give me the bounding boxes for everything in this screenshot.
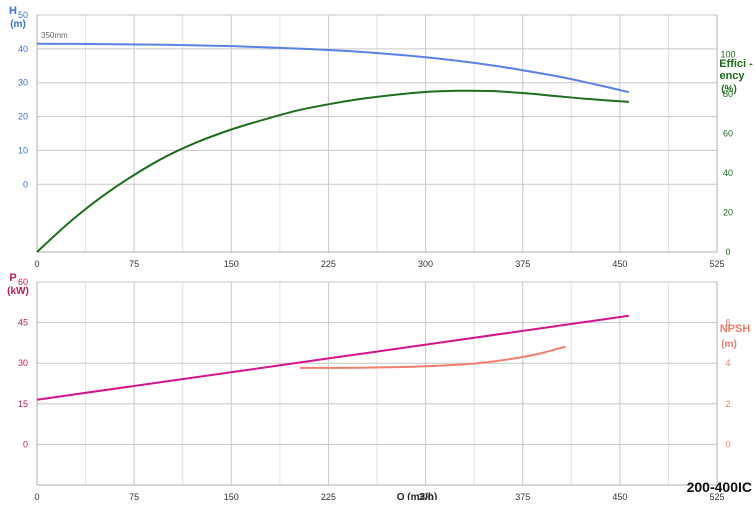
x-tick-label: 75 xyxy=(129,492,139,500)
x-tick-label: 450 xyxy=(612,259,627,269)
x-tick-label: 525 xyxy=(709,259,724,269)
left-axis-tick-label: 50 xyxy=(18,10,28,20)
series-line-1-1 xyxy=(299,345,566,369)
series-line-0-1 xyxy=(36,89,629,253)
x-tick-label: 0 xyxy=(34,259,39,269)
series-label: 350mm xyxy=(41,31,68,40)
left-axis-title: P xyxy=(9,272,16,284)
left-axis-unit: (kW) xyxy=(7,286,29,297)
x-tick-label: 525 xyxy=(709,492,724,500)
left-axis-tick-label: 20 xyxy=(18,112,28,122)
right-axis-tick-label: 6 xyxy=(725,318,730,328)
x-axis-title: Q (m3/h) xyxy=(397,492,438,500)
x-tick-label: 0 xyxy=(34,492,39,500)
right-axis-tick-label: 60 xyxy=(723,129,733,139)
left-axis-tick-label: 30 xyxy=(18,358,28,368)
left-axis-tick-label: 15 xyxy=(18,399,28,409)
x-tick-label: 75 xyxy=(129,259,139,269)
right-axis-tick-label: 0 xyxy=(725,439,730,449)
x-tick-label: 375 xyxy=(515,259,530,269)
right-axis-tick-label: 2 xyxy=(725,399,730,409)
right-axis-title: NPSH xyxy=(720,323,751,335)
series-line-0-0 xyxy=(36,42,630,94)
left-axis-tick-label: 0 xyxy=(23,179,28,189)
model-label: 200-400IC xyxy=(687,479,752,495)
right-axis-tick-label: 4 xyxy=(725,358,730,368)
left-axis-tick-label: 10 xyxy=(18,145,28,155)
x-tick-label: 450 xyxy=(612,492,627,500)
x-tick-label: 225 xyxy=(321,492,336,500)
left-axis-tick-label: 30 xyxy=(18,78,28,88)
right-axis-title-cont: ency xyxy=(719,70,745,82)
right-axis-tick-label: 0 xyxy=(725,247,730,257)
series-line-1-0 xyxy=(36,314,630,401)
right-axis-title: Effici - xyxy=(719,58,753,70)
right-axis-unit: (%) xyxy=(721,84,737,95)
right-axis-tick-label: 20 xyxy=(723,208,733,218)
x-tick-label: 225 xyxy=(321,259,336,269)
x-tick-label: 300 xyxy=(418,492,433,500)
right-axis-tick-label: 100 xyxy=(720,50,735,60)
x-tick-label: 300 xyxy=(418,259,433,269)
left-axis-tick-label: 0 xyxy=(23,439,28,449)
x-tick-label: 150 xyxy=(224,259,239,269)
left-axis-tick-label: 60 xyxy=(18,277,28,287)
left-axis-unit: (m) xyxy=(10,19,26,30)
x-tick-label: 375 xyxy=(515,492,530,500)
right-axis-tick-label: 40 xyxy=(723,168,733,178)
left-axis-title: H xyxy=(9,5,17,17)
left-axis-tick-label: 40 xyxy=(18,44,28,54)
left-axis-tick-label: 45 xyxy=(18,318,28,328)
x-tick-label: 150 xyxy=(224,492,239,500)
right-axis-unit: (m) xyxy=(721,339,737,350)
right-axis-tick-label: 80 xyxy=(723,89,733,99)
